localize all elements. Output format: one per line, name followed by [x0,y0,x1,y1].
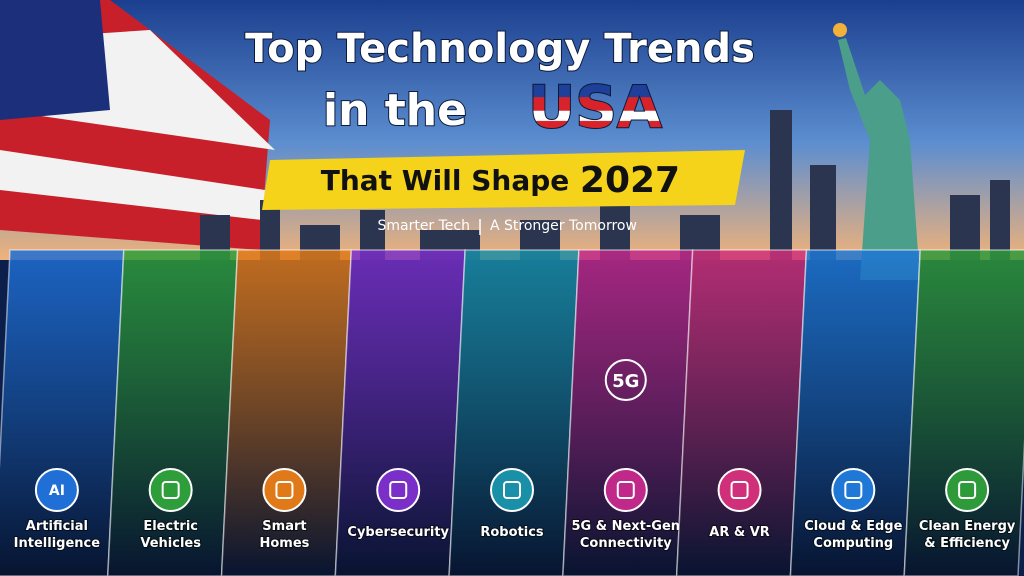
trend-panel: Smart Homes [220,249,353,576]
panel-bg [789,249,922,576]
title-line-1: Top Technology Trends [245,26,755,72]
icon-glyph [503,481,521,499]
trend-panel: Clean Energy & Efficiency [903,249,1024,576]
panel-bg [448,249,580,576]
panel-label: 5G & Next-Gen [572,519,681,534]
panel-label: Robotics [480,525,544,540]
trend-panel: AR & VR [675,249,808,576]
panel-label: AR & VR [709,525,770,540]
panel-label: Connectivity [580,536,672,551]
title-usa: USA [528,73,662,141]
icon-glyph [958,481,977,499]
icon-glyph [844,481,863,499]
icon-circle [945,468,990,512]
trend-panel: AI Artificial Intelligence [0,249,125,576]
icon-glyph [389,481,408,499]
icon-glyph [275,481,294,499]
icon-circle [717,468,762,512]
title-line-2-prefix: in the [323,85,467,136]
subtitle-left: Smarter Tech [377,218,470,234]
icon-glyph [730,481,749,499]
flag [0,0,275,250]
panel-label: Computing [813,536,893,551]
trend-panel: Electric Vehicles [107,249,239,576]
panel-label: Cloud & Edge [804,519,902,534]
panel-label: Intelligence [14,536,101,551]
icon-circle [831,468,876,512]
subtitle-right: A Stronger Tomorrow [490,218,637,234]
panel-label: Vehicles [140,536,201,551]
panel-bg [334,249,466,576]
panel-bg [903,249,1024,576]
panel-bg [675,249,808,576]
icon-circle [376,468,421,512]
trend-panel: Cybersecurity [334,249,466,576]
panel-label: Smart [262,519,306,534]
icon-circle [603,468,648,512]
panel-bg [107,249,239,576]
panel-label: Electric [143,519,198,534]
icon-circle [490,468,534,512]
panel-bg [220,249,353,576]
icon-glyph [616,481,635,499]
banner [262,150,745,210]
trend-panel: Cloud & Edge Computing [789,249,922,576]
statue [833,23,920,280]
icon-text: AI [49,483,65,499]
panels: AI Artificial Intelligence Electric Vehicles… [0,249,1024,576]
badge-text: 5G [612,371,639,392]
panel-label: Artificial [26,519,88,534]
badge [604,359,647,401]
icon-glyph [161,481,180,499]
banner-text: That Will Shape [321,164,570,197]
panel-label: & Efficiency [924,536,1010,551]
panel-label: Cybersecurity [347,525,449,540]
icon-circle [262,468,307,512]
banner-year: 2027 [580,160,680,201]
panel-label: Clean Energy [919,519,1016,534]
trend-panel: Robotics [448,249,580,576]
panel-label: Homes [259,536,309,551]
icon-circle [34,468,79,512]
trend-panel: 5G 5G & Next-Gen Connectivity [562,249,694,576]
panel-bg [0,249,125,576]
panel-bg [562,249,694,576]
icon-circle [148,468,193,512]
